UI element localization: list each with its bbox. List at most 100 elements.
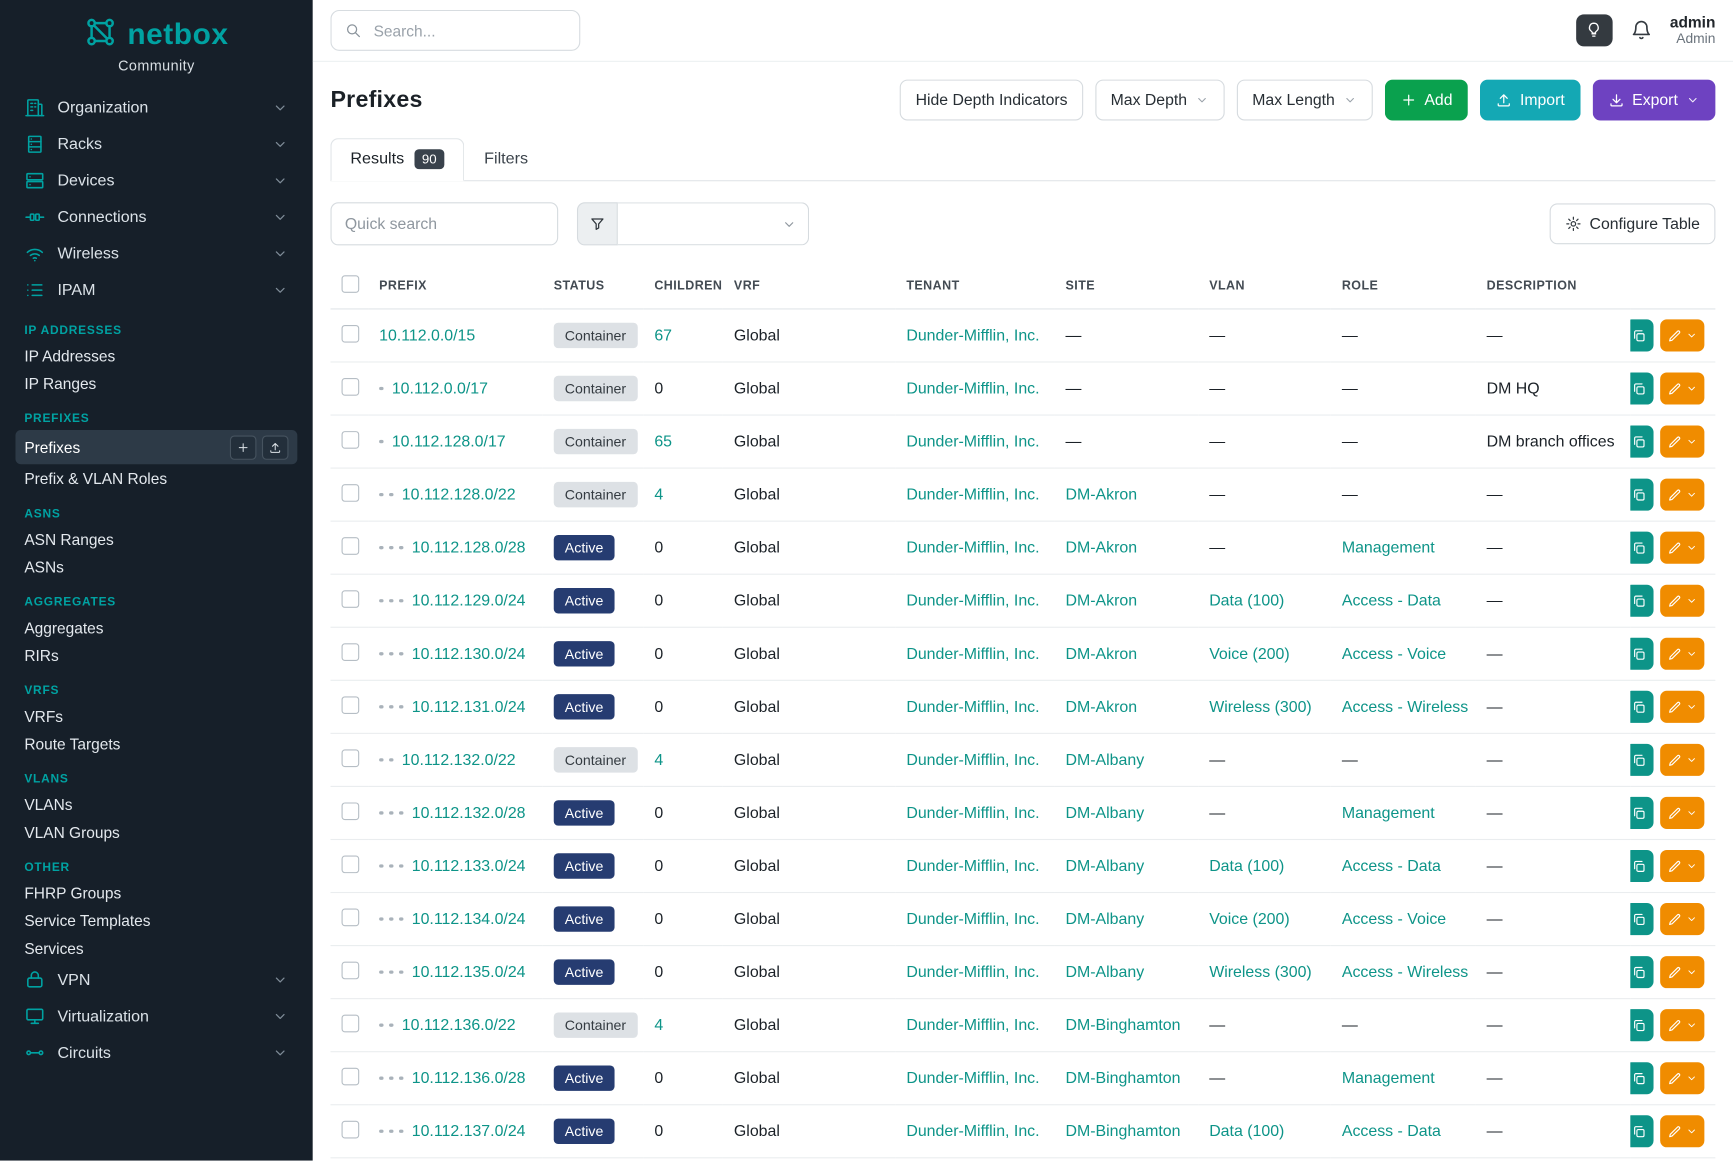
sidebar-item-organization[interactable]: Organization — [15, 90, 297, 126]
col-header-vlan[interactable]: VLAN — [1198, 263, 1331, 310]
max-length-dropdown[interactable]: Max Length — [1236, 79, 1373, 121]
vlan-link[interactable]: Voice (200) — [1209, 644, 1290, 663]
clone-button[interactable] — [1630, 1115, 1654, 1148]
prefix-link[interactable]: 10.112.0.0/17 — [391, 379, 488, 398]
configure-table-button[interactable]: Configure Table — [1549, 203, 1716, 245]
vlan-link[interactable]: Wireless (300) — [1209, 963, 1312, 981]
col-header-description[interactable]: DESCRIPTION — [1475, 263, 1631, 310]
site-link[interactable]: DM-Albany — [1065, 857, 1145, 875]
clone-button[interactable] — [1630, 849, 1654, 883]
vlan-link[interactable]: Data (100) — [1209, 1122, 1285, 1141]
tenant-link[interactable]: Dunder-Mifflin, Inc. — [906, 644, 1040, 663]
sidebar-item-devices[interactable]: Devices — [15, 162, 297, 198]
clone-button[interactable] — [1630, 584, 1654, 617]
prefix-link[interactable]: 10.112.136.0/28 — [411, 1069, 526, 1088]
role-link[interactable]: Management — [1341, 804, 1435, 822]
tenant-link[interactable]: Dunder-Mifflin, Inc. — [906, 963, 1040, 981]
role-link[interactable]: Access - Data — [1341, 1122, 1441, 1141]
sidebar-item-aggregates[interactable]: Aggregates — [15, 613, 297, 641]
row-checkbox[interactable] — [341, 961, 360, 979]
clone-button[interactable] — [1630, 1009, 1654, 1042]
sidebar-item-vlans[interactable]: VLANs — [15, 790, 297, 818]
row-checkbox[interactable] — [341, 377, 360, 396]
clone-button[interactable] — [1630, 743, 1654, 776]
edit-button[interactable] — [1660, 319, 1705, 352]
role-link[interactable]: Access - Voice — [1341, 910, 1447, 928]
role-link[interactable]: Access - Data — [1341, 591, 1441, 610]
user-menu[interactable]: admin Admin — [1670, 13, 1716, 48]
hide-depth-indicators-button[interactable]: Hide Depth Indicators — [900, 79, 1084, 121]
row-checkbox[interactable] — [341, 324, 360, 343]
vlan-link[interactable]: Voice (200) — [1209, 910, 1290, 928]
clone-button[interactable] — [1630, 425, 1654, 458]
clone-button[interactable] — [1630, 531, 1654, 564]
row-checkbox[interactable] — [341, 536, 360, 555]
edit-button[interactable] — [1660, 690, 1705, 723]
site-link[interactable]: DM-Akron — [1065, 644, 1138, 663]
prefix-link[interactable]: 10.112.132.0/22 — [401, 751, 516, 769]
clone-button[interactable] — [1630, 903, 1654, 936]
site-link[interactable]: DM-Akron — [1065, 485, 1138, 504]
row-checkbox[interactable] — [341, 642, 360, 661]
vlan-link[interactable]: Data (100) — [1209, 591, 1285, 610]
row-checkbox[interactable] — [341, 483, 360, 502]
add-prefix-button[interactable] — [229, 434, 257, 460]
prefix-link[interactable]: 10.112.130.0/24 — [411, 644, 526, 663]
edit-button[interactable] — [1660, 956, 1705, 989]
tenant-link[interactable]: Dunder-Mifflin, Inc. — [906, 751, 1040, 769]
sidebar-item-virtualization[interactable]: Virtualization — [15, 998, 297, 1034]
sidebar-item-racks[interactable]: Racks — [15, 126, 297, 162]
sidebar-item-vpn[interactable]: VPN — [15, 962, 297, 998]
import-prefixes-button[interactable] — [261, 434, 289, 460]
sidebar-item-service-templates[interactable]: Service Templates — [15, 906, 297, 934]
tab-results[interactable]: Results 90 — [330, 138, 465, 182]
prefix-link[interactable]: 10.112.128.0/28 — [411, 538, 526, 557]
children-count-link[interactable]: 67 — [654, 326, 673, 345]
role-link[interactable]: Access - Wireless — [1341, 697, 1469, 716]
edit-button[interactable] — [1660, 1062, 1705, 1095]
row-checkbox[interactable] — [341, 854, 360, 873]
sidebar-item-rirs[interactable]: RIRs — [15, 641, 297, 669]
tenant-link[interactable]: Dunder-Mifflin, Inc. — [906, 326, 1040, 345]
site-link[interactable]: DM-Akron — [1065, 538, 1138, 557]
row-checkbox[interactable] — [341, 1120, 360, 1138]
role-link[interactable]: Access - Voice — [1341, 644, 1447, 663]
global-search-input[interactable] — [371, 20, 566, 41]
site-link[interactable]: DM-Binghamton — [1065, 1016, 1181, 1035]
tenant-link[interactable]: Dunder-Mifflin, Inc. — [906, 857, 1040, 875]
brand[interactable]: netbox Community — [0, 0, 313, 76]
prefix-link[interactable]: 10.112.128.0/17 — [391, 432, 506, 451]
edit-button[interactable] — [1660, 743, 1705, 776]
tenant-link[interactable]: Dunder-Mifflin, Inc. — [906, 1122, 1040, 1141]
clone-button[interactable] — [1630, 478, 1654, 511]
edit-button[interactable] — [1660, 531, 1705, 564]
site-link[interactable]: DM-Akron — [1065, 591, 1138, 610]
tenant-link[interactable]: Dunder-Mifflin, Inc. — [906, 591, 1040, 610]
prefix-link[interactable]: 10.112.133.0/24 — [411, 857, 526, 875]
role-link[interactable]: Access - Data — [1341, 857, 1441, 875]
row-checkbox[interactable] — [341, 801, 360, 820]
notifications-bell-icon[interactable] — [1630, 19, 1652, 41]
sidebar-item-wireless[interactable]: Wireless — [15, 235, 297, 271]
sidebar-item-ip-ranges[interactable]: IP Ranges — [15, 369, 297, 397]
edit-button[interactable] — [1660, 478, 1705, 511]
prefix-link[interactable]: 10.112.134.0/24 — [411, 910, 526, 928]
sidebar-item-circuits[interactable]: Circuits — [15, 1035, 297, 1071]
sidebar-item-route-targets[interactable]: Route Targets — [15, 729, 297, 757]
tenant-link[interactable]: Dunder-Mifflin, Inc. — [906, 1016, 1040, 1035]
theme-toggle-button[interactable] — [1575, 14, 1613, 47]
site-link[interactable]: DM-Albany — [1065, 751, 1145, 769]
sidebar-item-vrfs[interactable]: VRFs — [15, 702, 297, 730]
row-checkbox[interactable] — [341, 748, 360, 767]
prefix-link[interactable]: 10.112.128.0/22 — [401, 485, 516, 504]
tenant-link[interactable]: Dunder-Mifflin, Inc. — [906, 432, 1040, 451]
row-checkbox[interactable] — [341, 908, 360, 926]
col-header-children[interactable]: CHILDREN — [643, 263, 723, 310]
children-count-link[interactable]: 4 — [654, 1016, 664, 1035]
children-count-link[interactable]: 4 — [654, 485, 664, 504]
clone-button[interactable] — [1630, 372, 1654, 405]
col-header-role[interactable]: ROLE — [1330, 263, 1476, 310]
role-link[interactable]: Management — [1341, 1069, 1435, 1088]
edit-button[interactable] — [1660, 903, 1705, 936]
site-link[interactable]: DM-Binghamton — [1065, 1122, 1181, 1141]
